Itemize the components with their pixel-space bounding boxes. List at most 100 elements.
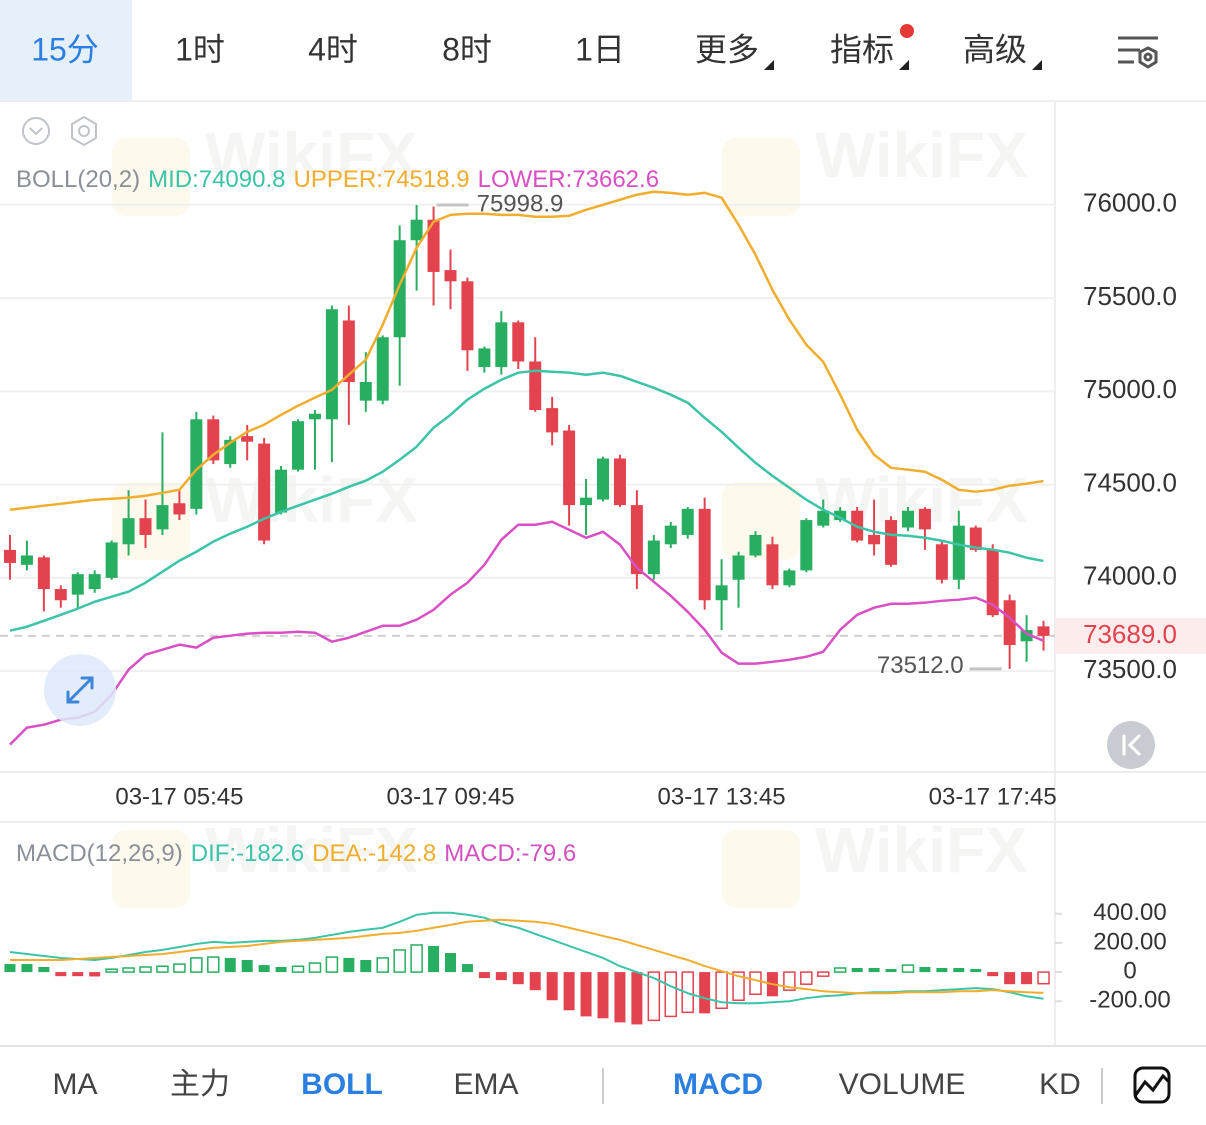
histogram-bar <box>495 972 507 981</box>
candle-body <box>207 419 220 461</box>
candle-body <box>71 574 84 595</box>
y-tick-label: 75000.0 <box>1083 374 1177 404</box>
histogram-bar <box>631 972 643 1025</box>
legend-entry: DIF:-182.6 <box>191 840 304 867</box>
watermark: WikiFX <box>205 119 418 191</box>
candle-body <box>478 348 491 368</box>
histogram-bar <box>241 959 253 973</box>
legend-entry: LOWER:73662.6 <box>478 166 659 193</box>
histogram-bar <box>953 968 965 973</box>
candle-body <box>613 458 626 506</box>
watermark-logo <box>112 138 190 216</box>
indicator-tab[interactable]: KD <box>1039 1068 1081 1101</box>
x-tick-label: 03-17 17:45 <box>929 783 1057 810</box>
histogram-bar <box>1037 971 1050 985</box>
histogram-bar <box>529 972 541 991</box>
histogram-bar <box>664 971 678 1018</box>
timeframe-tab[interactable]: 1时 <box>175 31 225 67</box>
candle-body <box>1020 630 1033 642</box>
watermark-logo <box>112 830 190 908</box>
timeframe-bar: 15分 1时 4时 8时 1日 更多 指标 高级 <box>0 0 1042 100</box>
timeframe-tab[interactable]: 高级 <box>963 31 1042 70</box>
expand-button[interactable] <box>44 654 116 726</box>
indicator-tab[interactable]: VOLUME <box>839 1068 966 1101</box>
y-tick-label: 200.00 <box>1093 928 1166 955</box>
tab-label: 1日 <box>575 31 625 67</box>
candle-body <box>969 527 982 550</box>
histogram-bar <box>936 968 948 973</box>
candle-body <box>444 270 457 282</box>
candle-body <box>783 570 796 586</box>
candle-body <box>885 520 898 565</box>
timeframe-tab[interactable]: 1日 <box>575 31 625 67</box>
candle-body <box>122 518 135 545</box>
watermark-logo <box>722 482 800 560</box>
histogram-bar <box>122 967 135 973</box>
timeframe-tab[interactable]: 指标 <box>830 24 914 70</box>
histogram-bar <box>647 971 661 1022</box>
histogram-bar <box>885 969 897 973</box>
candle-body <box>325 309 338 420</box>
candle-body <box>173 503 186 515</box>
chart-style-button[interactable] <box>1133 1066 1171 1104</box>
indicator-tab[interactable]: BOLL <box>301 1068 383 1101</box>
candle-body <box>139 518 152 535</box>
last-price-tag <box>1055 617 1206 654</box>
timeframe-tab[interactable]: 15分 <box>0 0 132 100</box>
histogram-bar <box>89 972 101 977</box>
candle-body <box>681 508 694 535</box>
timeframe-tab[interactable]: 8时 <box>442 31 492 67</box>
watermark-logo <box>722 138 800 216</box>
max-label: 75998.9 <box>477 190 564 217</box>
candle-body <box>37 557 50 590</box>
timeframe-tab[interactable]: 更多 <box>695 31 774 70</box>
y-tick-label: 400.00 <box>1093 899 1166 926</box>
indicator-line <box>9 918 1044 995</box>
collapse-button[interactable] <box>22 117 50 145</box>
grid <box>0 203 1055 673</box>
candle-body <box>817 510 830 526</box>
histogram-bar <box>445 952 457 973</box>
histogram-bar <box>919 966 931 973</box>
histogram-bar <box>410 944 423 973</box>
tab-label: 15分 <box>31 31 99 67</box>
candle-body <box>376 337 389 401</box>
histogram-bar <box>800 971 813 985</box>
y-tick-label: 74000.0 <box>1083 561 1177 591</box>
y-tick-label: 0 <box>1123 957 1136 984</box>
histogram-bar <box>393 949 406 973</box>
timeframe-tab[interactable]: 4时 <box>308 31 358 67</box>
histogram-bar <box>325 956 339 973</box>
candle-body <box>495 322 508 368</box>
legend-title: BOLL(20,2) <box>16 166 140 193</box>
legend-entry: MACD:-79.6 <box>444 840 576 867</box>
settings-icon[interactable] <box>1118 36 1158 69</box>
indicator-tab[interactable]: EMA <box>453 1068 518 1101</box>
candle-body <box>105 542 118 578</box>
histogram-bar <box>597 972 609 1019</box>
histogram-bar <box>970 969 982 973</box>
tab-label: 指标 <box>830 31 894 67</box>
candle-body <box>512 322 525 362</box>
candle-body <box>461 281 474 351</box>
indicator-tab[interactable]: 主力 <box>170 1068 230 1101</box>
candle-body <box>986 549 999 616</box>
candle-body <box>563 430 576 506</box>
tab-label: 高级 <box>963 31 1027 67</box>
histogram-bar <box>428 945 440 973</box>
candle-body <box>1003 600 1016 646</box>
tab-label: 4时 <box>308 31 358 67</box>
candle-body <box>935 544 948 580</box>
histogram-bar <box>258 965 270 973</box>
histogram-bar <box>376 957 389 973</box>
indicator-tab[interactable]: MACD <box>673 1068 763 1101</box>
indicator-tab[interactable]: MA <box>53 1068 98 1101</box>
candle-body <box>54 589 67 601</box>
y-tick-label: 73500.0 <box>1083 654 1177 684</box>
candle-body <box>241 436 254 442</box>
settings-button[interactable] <box>71 115 97 147</box>
histogram-bar <box>732 971 745 1001</box>
scroll-to-latest-button[interactable] <box>1107 721 1155 769</box>
